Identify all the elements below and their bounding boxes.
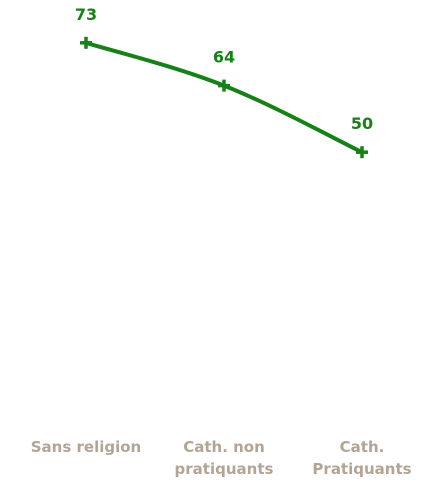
data-label: 64 (213, 48, 235, 67)
category-label: Cath. non pratiquants (175, 438, 274, 478)
category-axis-labels: Sans religion Cath. non pratiquants Cath. Pr… (31, 438, 412, 478)
data-point-marker (80, 36, 92, 49)
data-label: 73 (75, 5, 97, 24)
data-label: 50 (351, 114, 373, 133)
marker-layer (80, 36, 368, 159)
data-point-marker (218, 79, 230, 92)
category-label: Cath. Pratiquants (312, 438, 411, 478)
data-point-marker (356, 146, 368, 159)
data-label-layer: 73 64 50 (75, 5, 373, 133)
category-label: Sans religion (31, 438, 141, 456)
